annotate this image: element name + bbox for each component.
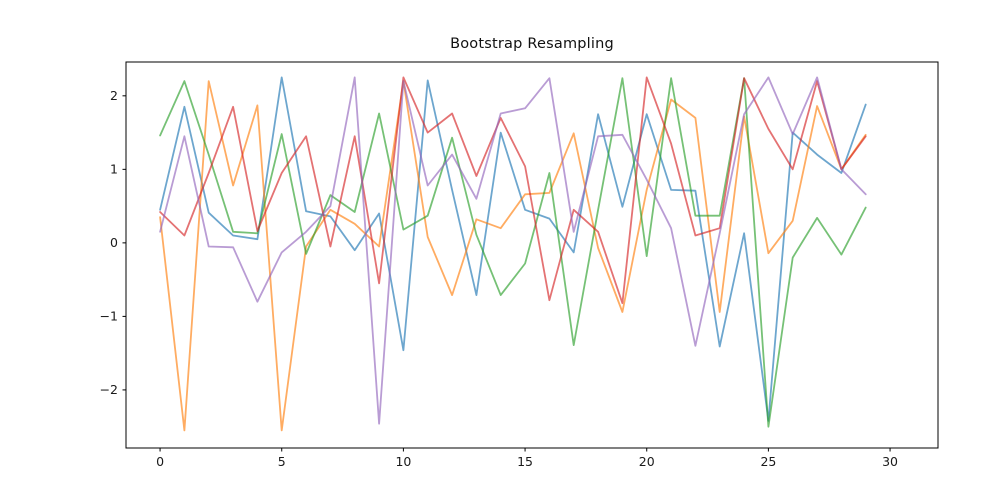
y-tick-label: −2 [100,382,118,397]
y-tick-label: 0 [110,235,118,250]
series-line-red [159,76,867,305]
series-line-green [159,77,867,428]
chart-title: Bootstrap Resampling [450,36,614,52]
x-tick-label: 5 [278,454,286,469]
x-tick-label: 15 [517,454,533,469]
series-line-purple [159,76,867,425]
x-tick-label: 10 [395,454,411,469]
x-tick-label: 30 [882,454,898,469]
x-tick-label: 25 [760,454,776,469]
y-tick-label: −1 [100,309,118,324]
y-tick-label: 2 [110,88,118,103]
x-tick-label: 0 [156,454,164,469]
axes-spines [125,61,939,449]
series-line-orange [159,80,867,432]
y-tick-label: 1 [110,162,118,177]
x-tick-label: 20 [639,454,655,469]
series-line-blue [159,76,867,422]
